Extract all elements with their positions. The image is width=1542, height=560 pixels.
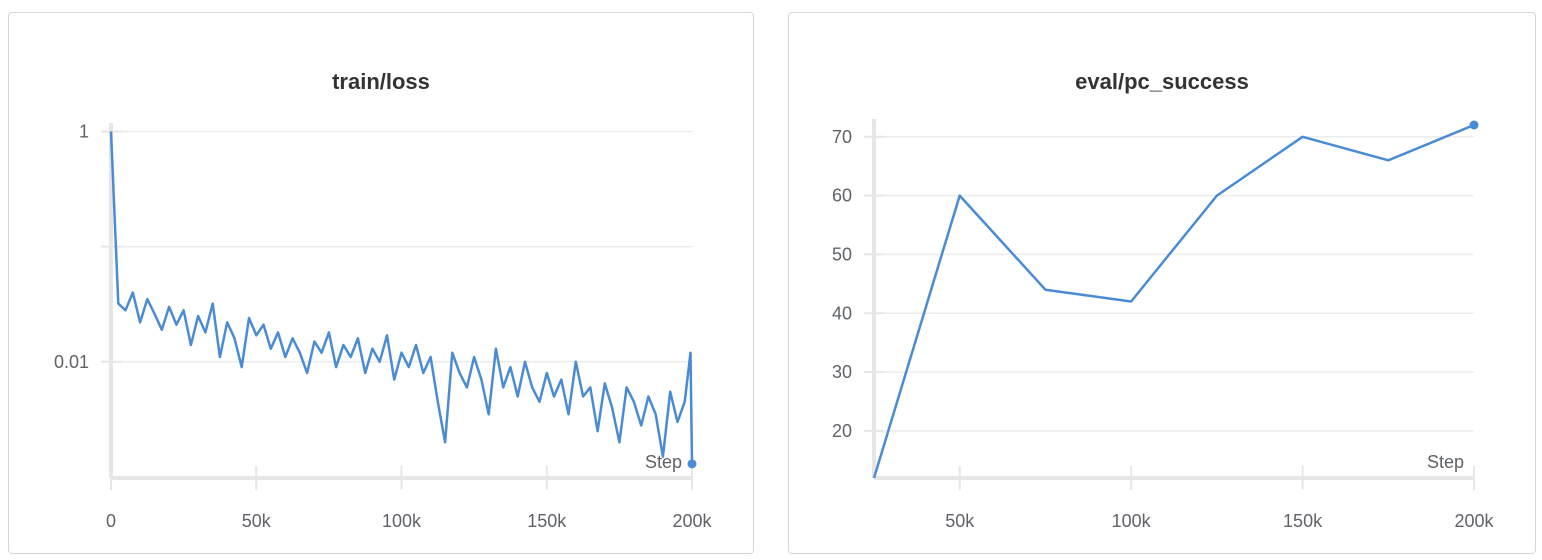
x-tick-label: 200k [672, 511, 712, 531]
x-tick-label: 0 [106, 511, 116, 531]
x-tick-label: 50k [242, 511, 272, 531]
series-line [109, 131, 694, 464]
x-tick-label: 100k [382, 511, 422, 531]
train-loss-panel: train/loss 1 0.01 0 50k 100k 150k 200k Step [8, 12, 754, 554]
x-tick-label: 150k [1283, 511, 1323, 531]
x-tick-label: 150k [527, 511, 567, 531]
y-tick-label: 20 [832, 421, 852, 441]
y-tick-label: 60 [832, 186, 852, 206]
x-tick-label: 200k [1454, 511, 1494, 531]
chart-title: eval/pc_success [1075, 69, 1249, 94]
x-axis-label: Step [645, 452, 682, 472]
chart-title: train/loss [332, 69, 430, 94]
data-point [1469, 120, 1479, 130]
y-tick-label: 50 [832, 244, 852, 264]
y-tick-label: 70 [832, 127, 852, 147]
data-point [687, 459, 697, 469]
y-tick-label: 40 [832, 303, 852, 323]
y-tick-label: 1 [79, 121, 89, 141]
eval-success-chart[interactable]: 20 30 40 50 60 70 50k 100k 150k 200k Step [789, 13, 1535, 553]
y-tick-label: 30 [832, 362, 852, 382]
x-tick-label: 100k [1112, 511, 1152, 531]
x-axis-label: Step [1427, 452, 1464, 472]
train-loss-chart[interactable]: 1 0.01 0 50k 100k 150k 200k Step [9, 13, 753, 553]
y-tick-label: 0.01 [54, 352, 89, 372]
series-line [872, 123, 1475, 479]
eval-success-panel: eval/pc_success 20 30 40 50 60 70 50k 100k 150k 2… [788, 12, 1536, 554]
x-tick-label: 50k [945, 511, 975, 531]
